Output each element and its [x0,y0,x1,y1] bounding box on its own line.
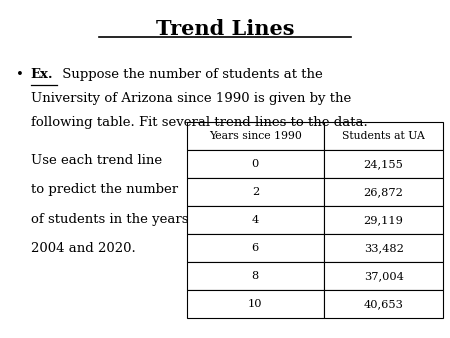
Text: Trend Lines: Trend Lines [156,19,294,39]
Bar [187,206,324,234]
Text: of students in the years: of students in the years [31,213,188,225]
Text: Ex.: Ex. [31,68,53,80]
Bar [187,122,324,150]
Text: 37,004: 37,004 [364,271,404,281]
Text: 2: 2 [252,187,259,197]
Text: Years since 1990: Years since 1990 [209,131,302,141]
Bar [324,150,443,178]
Text: University of Arizona since 1990 is given by the: University of Arizona since 1990 is give… [31,92,351,105]
Bar [187,150,324,178]
Text: 24,155: 24,155 [364,159,404,169]
Bar [324,234,443,262]
Text: 2004 and 2020.: 2004 and 2020. [31,242,135,255]
Text: Students at UA: Students at UA [342,131,425,141]
Text: 26,872: 26,872 [364,187,404,197]
Text: 6: 6 [252,243,259,253]
Text: to predict the number: to predict the number [31,183,178,196]
Text: Suppose the number of students at the: Suppose the number of students at the [58,68,322,80]
Text: •: • [16,68,23,80]
Bar [324,178,443,206]
Bar [324,262,443,290]
Text: 10: 10 [248,299,263,309]
Bar [324,122,443,150]
Bar [324,290,443,318]
Text: Use each trend line: Use each trend line [31,154,162,167]
Text: 33,482: 33,482 [364,243,404,253]
Bar [187,290,324,318]
Bar [187,234,324,262]
Bar [187,262,324,290]
Bar [324,206,443,234]
Text: following table. Fit several trend lines to the data.: following table. Fit several trend lines… [31,116,367,129]
Bar [187,178,324,206]
Text: 29,119: 29,119 [364,215,404,225]
Text: 4: 4 [252,215,259,225]
Text: 8: 8 [252,271,259,281]
Text: 40,653: 40,653 [364,299,404,309]
Text: 0: 0 [252,159,259,169]
